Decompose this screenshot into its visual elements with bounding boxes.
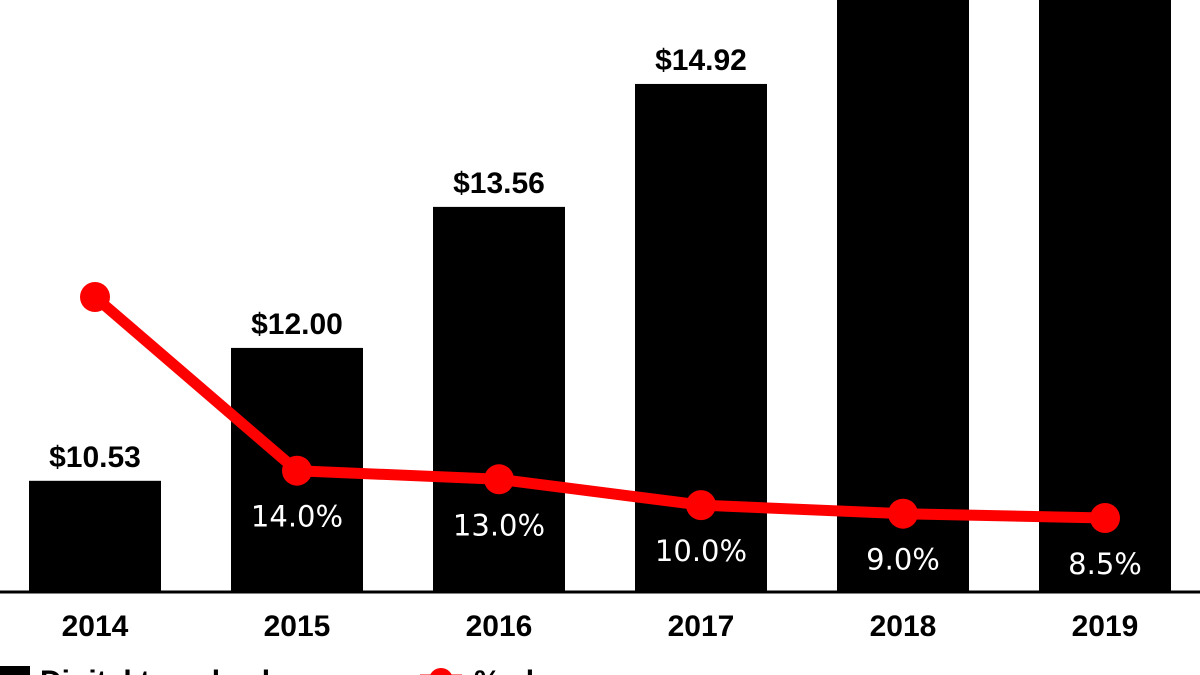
percent-change-point-2016: [484, 464, 514, 495]
legend-label-line: % change: [474, 665, 614, 675]
legend-label-bars: Digital travel sales: [40, 665, 303, 675]
bar-2016: [433, 206, 565, 592]
percent-change-label-2018: 9.0%: [866, 543, 940, 577]
percent-change-point-2014: [80, 282, 110, 312]
percent-change-labels: 34.2% 14.0% 13.0% 10.0% 9.0% 8.5%: [49, 242, 1142, 581]
percent-change-label-2016: 13.0%: [453, 508, 545, 542]
x-axis-tick-labels: 2014 2015 2016 2017 2018 2019: [62, 610, 1139, 643]
percent-change-point-2018: [888, 498, 918, 529]
percent-change-label-2015: 14.0%: [251, 500, 343, 534]
bar-value-label-2017: $14.92: [655, 44, 747, 77]
bar-value-labels: $10.53 $12.00 $13.56 $14.92: [49, 44, 747, 474]
percent-change-point-2019: [1090, 503, 1120, 533]
bar-value-label-2014: $10.53: [49, 441, 141, 474]
bar-group: [29, 0, 1171, 593]
legend: Digital travel sales % change: [0, 665, 614, 675]
x-tick-label-2015: 2015: [264, 610, 331, 643]
bar-value-label-2016: $13.56: [453, 167, 545, 200]
percent-change-series: [80, 282, 1120, 533]
x-tick-label-2018: 2018: [870, 610, 937, 643]
percent-change-line: [89, 291, 1111, 524]
x-tick-label-2016: 2016: [466, 610, 533, 643]
x-tick-label-2017: 2017: [668, 610, 735, 643]
legend-swatch-bars: [0, 666, 30, 675]
percent-change-point-2015: [282, 455, 312, 486]
percent-change-label-2019: 8.5%: [1068, 547, 1142, 581]
x-tick-label-2019: 2019: [1072, 610, 1139, 643]
bar-value-label-2015: $12.00: [251, 308, 343, 341]
bar-2019: [1039, 0, 1171, 593]
bar-2018: [837, 0, 969, 593]
percent-change-point-2017: [686, 490, 716, 521]
bar-2014: [29, 480, 161, 592]
percent-change-label-2017: 10.0%: [655, 534, 747, 568]
x-tick-label-2014: 2014: [62, 610, 129, 643]
legend-swatch-line-marker: [430, 668, 452, 675]
percent-change-label-2014: 34.2%: [49, 242, 141, 276]
